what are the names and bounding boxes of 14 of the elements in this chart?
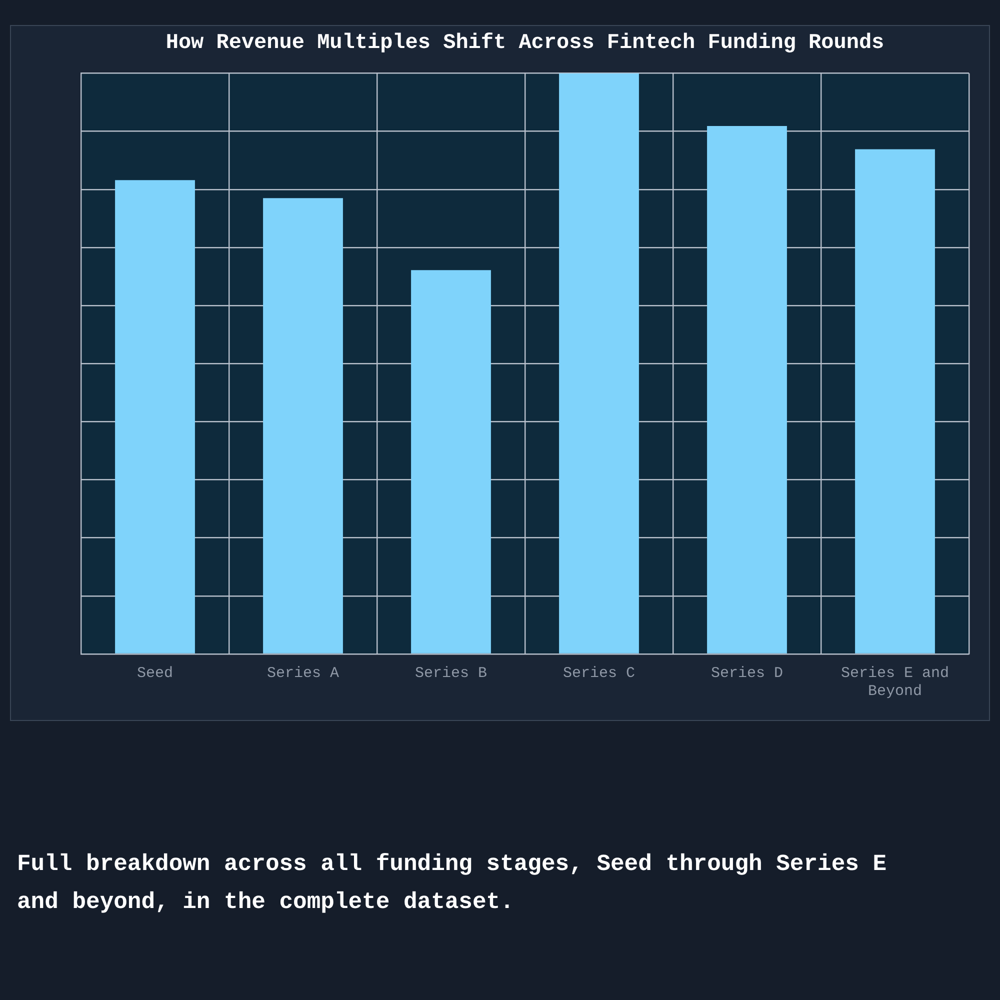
x-tick-label: Series A (266, 664, 340, 682)
x-tick-label: Series C (562, 664, 636, 682)
text: Full breakdown across all funding stages, Seed through Series E and beyond, in the complete dataset. (17, 850, 888, 917)
bar (411, 270, 491, 654)
x-tick-label: Series B (414, 664, 488, 682)
bar (855, 149, 935, 654)
x-tick-label: Series D (710, 664, 784, 682)
bar (115, 180, 195, 654)
x-tick-label: Series E and Beyond (840, 664, 950, 700)
chart-title: How Revenue Multiples Shift Across Fintech Funding Rounds (166, 32, 884, 55)
bar (559, 73, 639, 654)
bar (707, 126, 787, 654)
bar (263, 198, 343, 654)
x-tick-label: Seed (136, 664, 174, 682)
